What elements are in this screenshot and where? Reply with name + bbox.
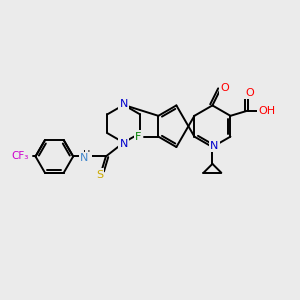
Text: F: F [135, 132, 142, 142]
Text: S: S [96, 169, 103, 180]
Text: OH: OH [259, 106, 276, 116]
Text: N: N [80, 153, 88, 164]
Text: N: N [210, 141, 219, 151]
Text: N: N [119, 99, 128, 109]
Text: H: H [83, 150, 91, 161]
Text: O: O [245, 88, 254, 98]
Text: CF₃: CF₃ [11, 152, 28, 161]
Text: N: N [119, 139, 128, 148]
Text: O: O [220, 83, 229, 94]
